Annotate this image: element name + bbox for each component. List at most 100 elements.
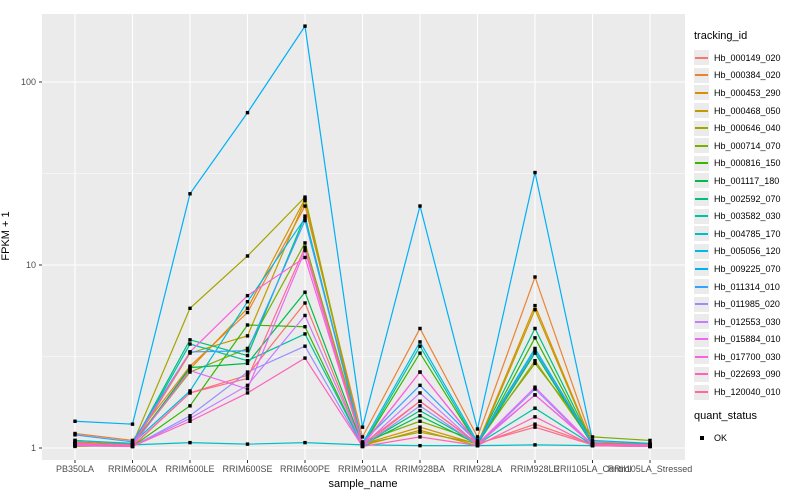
data-point xyxy=(533,387,537,391)
data-point xyxy=(245,300,250,304)
data-point xyxy=(418,344,422,348)
data-point xyxy=(188,368,192,373)
legend-item-label: Hb_000468_050 xyxy=(714,105,781,116)
x-tick-label: RRIM928LE xyxy=(510,464,559,474)
y-axis-title: FPKM + 1 xyxy=(0,211,12,261)
legend-item-Hb_000149_020: Hb_000149_020 xyxy=(694,49,800,67)
legend-key-line-icon xyxy=(694,85,709,101)
data-point xyxy=(303,214,307,218)
data-point xyxy=(303,356,307,360)
data-point xyxy=(303,255,307,260)
data-point xyxy=(418,391,422,395)
data-point xyxy=(188,342,192,346)
legend-key-line-icon xyxy=(694,349,709,365)
legend-item-label: Hb_012553_030 xyxy=(714,316,781,327)
legend-item-Hb_001117_180: Hb_001117_180 xyxy=(694,172,800,190)
data-point xyxy=(475,427,480,431)
data-point xyxy=(188,416,192,421)
legend-key-color-line xyxy=(695,197,708,200)
data-point xyxy=(533,358,537,363)
legend-item-Hb_011314_010: Hb_011314_010 xyxy=(694,278,800,296)
legend-item-Hb_022693_090: Hb_022693_090 xyxy=(694,366,800,384)
legend-item-label: Hb_004785_170 xyxy=(714,228,781,239)
data-point xyxy=(303,440,307,445)
legend-item-label: Hb_000384_020 xyxy=(714,70,781,81)
legend-item-label: Hb_011985_020 xyxy=(714,299,780,310)
legend-key-line-icon xyxy=(694,366,709,382)
data-point xyxy=(360,444,365,449)
data-point xyxy=(303,313,307,318)
black-square-point-icon xyxy=(699,435,704,441)
data-point xyxy=(245,358,250,363)
legend-item-label: Hb_002592_070 xyxy=(714,193,781,204)
data-point xyxy=(245,353,250,358)
data-point xyxy=(245,387,250,391)
data-point xyxy=(73,433,77,437)
legend-key-color-line xyxy=(695,303,708,306)
data-point xyxy=(245,254,250,258)
data-point xyxy=(475,441,480,446)
legend-key-color-line xyxy=(695,127,708,130)
legend-key-line-icon xyxy=(694,67,709,83)
x-tick-label: RRII105LA_Stressed xyxy=(608,464,693,474)
legend-key-color-line xyxy=(695,56,708,59)
legend-key-line-icon xyxy=(694,384,709,400)
data-point xyxy=(533,275,537,279)
legend-item-label: Hb_022693_090 xyxy=(714,369,781,380)
data-point xyxy=(418,428,422,432)
legend-key-color-line xyxy=(695,267,708,270)
x-tick-label: RRIM600LA xyxy=(108,464,157,474)
legend-key-line-icon xyxy=(694,243,709,259)
x-tick-label: RRII105LA_Control xyxy=(553,464,631,474)
x-tick-label: RRIM600LE xyxy=(165,464,214,474)
data-point xyxy=(303,248,307,253)
x-tick-label: RRIM928BA xyxy=(395,464,445,474)
data-point xyxy=(303,197,307,201)
data-point xyxy=(245,391,250,395)
legend-item-Hb_002592_070: Hb_002592_070 xyxy=(694,190,800,208)
x-tick-label: RRIM901LA xyxy=(338,464,387,474)
data-point xyxy=(533,303,537,308)
plot-panel xyxy=(42,14,685,460)
data-point xyxy=(533,170,537,175)
data-point xyxy=(360,435,365,439)
data-point xyxy=(188,338,192,342)
data-point xyxy=(418,414,422,418)
x-tick-label: PB350LA xyxy=(56,464,94,474)
legend-key-color-line xyxy=(695,232,708,235)
data-point xyxy=(418,370,422,374)
legend-key-line-icon xyxy=(694,191,709,207)
legend-key-color-line xyxy=(695,109,708,112)
data-point xyxy=(303,198,307,203)
legend-item-label: Hb_000816_150 xyxy=(714,158,781,169)
data-point xyxy=(418,435,422,439)
data-point xyxy=(245,370,250,374)
data-point xyxy=(418,340,422,344)
data-point xyxy=(188,419,192,423)
data-point xyxy=(245,310,250,315)
legend-key-line-icon xyxy=(694,331,709,347)
data-point xyxy=(533,415,537,419)
data-point xyxy=(130,422,135,426)
data-point xyxy=(73,419,77,423)
data-point xyxy=(418,383,422,388)
legend-key-line-icon xyxy=(694,173,709,189)
legend-key-line-icon xyxy=(694,50,709,66)
data-point xyxy=(188,414,192,418)
legend-item-label: Hb_015884_010 xyxy=(714,334,781,345)
legend-key-line-icon xyxy=(694,279,709,295)
legend-quant-items: OK xyxy=(694,429,800,447)
data-point xyxy=(245,361,250,366)
legend-key-line-icon xyxy=(694,120,709,136)
legend-item-label: Hb_011314_010 xyxy=(714,281,780,292)
data-point xyxy=(648,443,652,448)
data-point xyxy=(590,443,595,447)
data-point xyxy=(130,440,135,444)
legend-item-label: Hb_005056_120 xyxy=(714,246,781,257)
data-point xyxy=(188,350,192,354)
data-point xyxy=(533,336,537,340)
x-axis-title: sample_name xyxy=(328,478,398,490)
data-point xyxy=(245,293,250,298)
